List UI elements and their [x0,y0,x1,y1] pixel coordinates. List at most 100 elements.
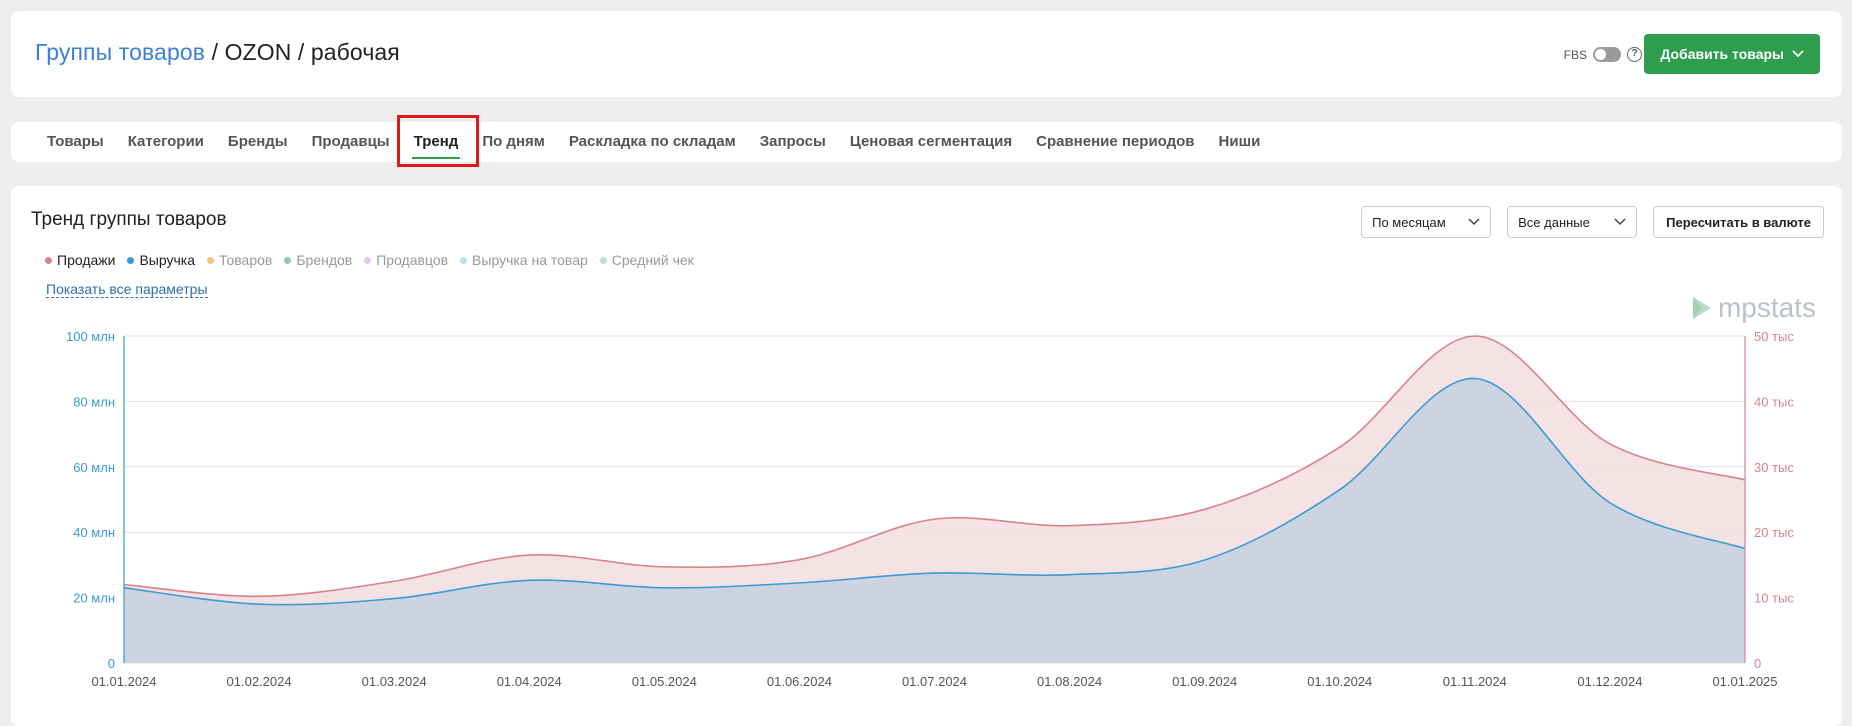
tab-label: Сравнение периодов [1036,133,1195,150]
tab-label: Бренды [227,133,288,150]
header-card: Группы товаров / OZON / рабочая FBS ? До… [11,11,1842,97]
tab-5[interactable]: По дням [470,122,557,162]
chart-controls: По месяцам Все данные Пересчитать в валю… [1361,206,1824,238]
mpstats-logo-text: mpstats [1717,292,1816,323]
fbs-toggle-group: FBS ? [1564,47,1642,62]
show-all-params-link[interactable]: Показать все параметры [46,281,208,298]
x-tick-label: 01.09.2024 [1172,674,1237,689]
tab-2[interactable]: Бренды [216,122,300,162]
left-tick-label: 60 млн [73,460,115,475]
chevron-down-icon [1614,218,1626,226]
x-tick-label: 01.05.2024 [632,674,697,689]
left-tick-label: 40 млн [73,525,115,540]
mpstats-logo-icon [1692,297,1711,319]
tab-label: По дням [482,133,545,150]
breadcrumb-link-groups[interactable]: Группы товаров [35,39,206,65]
tab-4[interactable]: Тренд [402,122,471,162]
legend-dot [364,256,372,264]
help-icon[interactable]: ? [1627,47,1642,62]
data-select-value: Все данные [1518,214,1590,230]
x-tick-label: 01.12.2024 [1577,674,1642,689]
tab-9[interactable]: Сравнение периодов [1024,122,1206,162]
x-tick-label: 01.07.2024 [902,674,967,689]
x-tick-label: 01.06.2024 [767,674,832,689]
tab-6[interactable]: Раскладка по складам [557,122,748,162]
period-select-value: По месяцам [1372,214,1446,230]
right-tick-label: 0 [1754,656,1761,671]
recalc-currency-button[interactable]: Пересчитать в валюте [1653,206,1824,238]
x-tick-label: 01.01.2025 [1712,674,1777,689]
left-tick-label: 80 млн [73,394,115,409]
tab-10[interactable]: Ниши [1207,122,1273,162]
legend-label: Продажи [57,252,116,268]
left-tick-label: 20 млн [73,591,115,606]
tab-label: Ценовая сегментация [849,133,1013,150]
page-title: Группы товаров / OZON / рабочая [35,39,400,66]
fbs-label: FBS [1563,47,1587,62]
legend-label: Выручка [139,252,196,268]
tab-label: Раскладка по складам [568,133,736,150]
right-tick-label: 20 тыс [1754,525,1794,540]
tabs-bar: Товары Категории Бренды Продавцы Тренд По дня… [11,122,1842,162]
tab-label: Ниши [1218,133,1261,150]
tab-3[interactable]: Продавцы [300,122,402,162]
legend-item-2[interactable]: Товаров [207,252,272,268]
tabs: Товары Категории Бренды Продавцы Тренд По дня… [35,122,1272,162]
legend-item-1[interactable]: Выручка [127,252,195,268]
x-tick-label: 01.11.2024 [1443,674,1507,689]
right-tick-label: 10 тыс [1754,591,1794,606]
x-tick-label: 01.04.2024 [497,674,562,689]
right-tick-label: 30 тыс [1754,460,1794,475]
x-tick-label: 01.08.2024 [1037,674,1102,689]
legend-dot [45,256,52,264]
tab-7[interactable]: Запросы [748,122,838,162]
series-line-1 [123,377,1746,606]
legend-label: Товаров [219,252,273,268]
active-tab-underline [411,157,461,159]
tab-label: Категории [127,133,204,150]
series-line-0 [123,335,1746,598]
right-tick-label: 50 тыс [1754,329,1794,344]
tab-0[interactable]: Товары [35,122,116,162]
x-tick-label: 01.02.2024 [227,674,292,689]
tab-label: Запросы [759,133,826,150]
legend-label: Средний чек [611,252,694,268]
legend-dot [127,256,135,264]
left-tick-label: 0 [108,656,115,671]
breadcrumb-current: OZON / рабочая [224,39,400,65]
chart-card-title: Тренд группы товаров [31,209,227,230]
legend-label: Брендов [296,252,353,268]
left-tick-label: 100 млн [66,329,115,344]
chevron-down-icon [1792,50,1804,58]
legend-item-3[interactable]: Брендов [284,252,352,268]
period-select[interactable]: По месяцам [1361,206,1492,238]
add-products-button[interactable]: Добавить товары [1644,34,1820,74]
legend-dot [207,256,215,264]
tab-label: Продавцы [311,133,390,150]
mpstats-logo: mpstats [1690,292,1816,324]
legend-item-4[interactable]: Продавцов [364,252,448,268]
legend-item-5[interactable]: Выручка на товар [460,252,588,268]
add-products-label: Добавить товары [1660,46,1784,62]
tab-8[interactable]: Ценовая сегментация [838,122,1024,162]
tab-1[interactable]: Категории [116,122,216,162]
x-tick-label: 01.01.2024 [91,674,156,689]
data-select[interactable]: Все данные [1507,206,1638,238]
breadcrumb-separator: / [211,39,219,65]
legend-dot [460,256,468,264]
chevron-down-icon [1468,218,1480,226]
tab-label: Тренд [413,133,459,150]
legend-dot [599,256,607,264]
legend-label: Выручка на товар [472,252,588,268]
x-tick-label: 01.10.2024 [1307,674,1372,689]
legend-dot [284,256,292,264]
fbs-toggle[interactable] [1593,47,1621,62]
right-tick-label: 40 тыс [1754,394,1794,409]
legend-item-0[interactable]: Продажи [45,252,115,268]
legend-label: Продавцов [376,252,449,268]
x-tick-label: 01.03.2024 [362,674,427,689]
tab-label: Товары [47,133,104,150]
chart-legend: Продажи Выручка Товаров Брендов Продавцов Выр… [45,252,694,268]
legend-item-6[interactable]: Средний чек [599,252,694,268]
